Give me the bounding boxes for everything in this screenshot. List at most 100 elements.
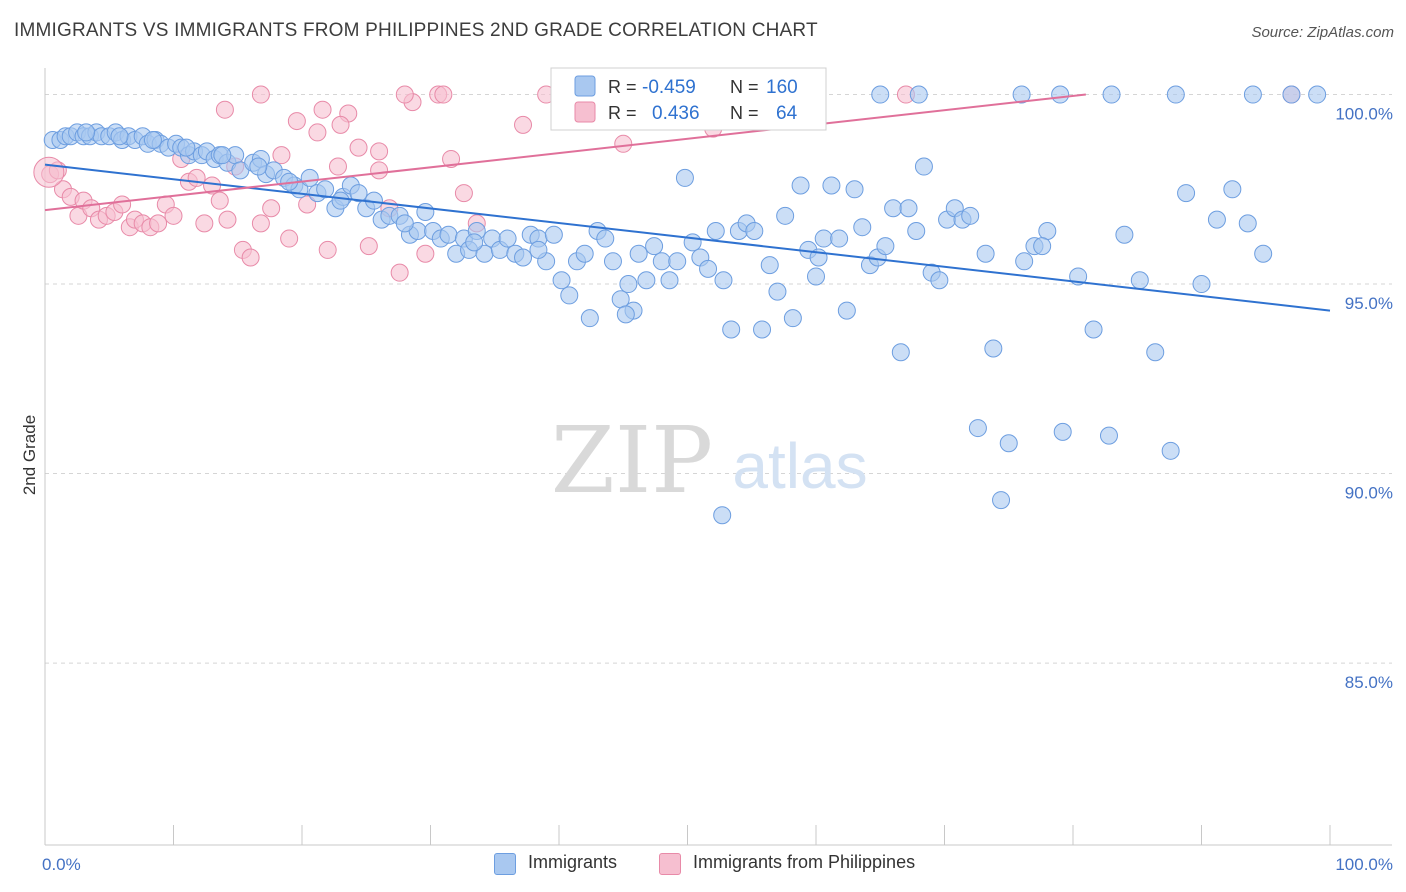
source-label: Source: ZipAtlas.com — [1251, 24, 1394, 41]
immigrants-point-159 — [77, 123, 96, 142]
immigrants-point-165 — [1166, 85, 1185, 104]
stats-r-value-2: 0.436 — [652, 103, 700, 124]
immigrants-point-39 — [316, 180, 335, 199]
immigrants-point-161 — [909, 85, 928, 104]
immigrants-point-97 — [760, 256, 779, 275]
trend-line-philippines — [44, 93, 1086, 212]
immigrants-point-148 — [616, 305, 635, 324]
philippines-point-51 — [251, 85, 270, 104]
philippines-point-46 — [442, 149, 461, 168]
philippines-point-15 — [149, 214, 168, 233]
philippines-point-20 — [187, 168, 206, 187]
watermark-zip: ZIP — [551, 407, 713, 514]
immigrants-point-108 — [845, 180, 864, 199]
philippines-point-30 — [272, 146, 291, 165]
axes — [44, 68, 1392, 846]
watermark-atlas: atlas — [732, 430, 867, 502]
immigrants-point-150 — [465, 233, 484, 252]
immigrants-point-132 — [1053, 422, 1072, 441]
x-tick-label-1: 100.0% — [1335, 855, 1393, 874]
immigrants-point-103 — [807, 267, 825, 286]
immigrants-point-64 — [514, 248, 533, 267]
immigrants-point-128 — [999, 434, 1018, 453]
immigrants-point-140 — [1177, 184, 1196, 203]
immigrants-point-139 — [1161, 441, 1180, 460]
watermark: ZIP atlas — [551, 407, 868, 514]
immigrants-point-131 — [1038, 221, 1057, 240]
immigrants-point-51 — [416, 203, 435, 222]
philippines-point-47 — [454, 184, 473, 203]
immigrants-point-155 — [213, 146, 232, 165]
philippines-point-large — [33, 156, 65, 188]
immigrants-point-137 — [1130, 271, 1149, 290]
philippines-point-28 — [251, 214, 270, 233]
philippines-point-58 — [614, 134, 633, 153]
immigrants-point-100 — [783, 309, 802, 328]
philippines-point-32 — [287, 112, 306, 131]
philippines-point-17 — [164, 206, 183, 225]
philippines-point-42 — [390, 263, 409, 282]
immigrants-point-168 — [1308, 85, 1327, 104]
immigrants-point-89 — [699, 259, 718, 278]
immigrants-point-164 — [1102, 85, 1121, 104]
immigrants-point-72 — [575, 244, 594, 263]
immigrants-point-62 — [498, 229, 517, 248]
immigrants-point-96 — [753, 320, 772, 339]
immigrants-point-143 — [1223, 180, 1242, 199]
philippines-point-50 — [215, 100, 234, 119]
immigrants-point-114 — [891, 343, 910, 362]
immigrants-point-116 — [907, 221, 926, 240]
immigrants-point-106 — [830, 229, 849, 248]
trend-lines — [44, 93, 1331, 312]
y-tick-label-3: 100.0% — [1335, 105, 1393, 124]
legend-label-philippines: Immigrants from Philippines — [693, 852, 916, 872]
immigrants-point-115 — [899, 199, 918, 218]
chart-title: IMMIGRANTS VS IMMIGRANTS FROM PHILIPPINE… — [14, 20, 818, 41]
stats-legend-frame — [550, 67, 827, 131]
immigrants-point-68 — [544, 225, 563, 244]
stats-n-value-2: 64 — [776, 103, 798, 124]
immigrants-point-123 — [961, 206, 980, 225]
stats-legend: R = -0.459 N = 160 R = 0.436 N = 64 — [550, 67, 827, 131]
immigrants-point-85 — [668, 252, 687, 271]
philippines-point-56 — [434, 85, 453, 104]
trend-line-immigrants — [44, 163, 1331, 312]
immigrants-point-86 — [675, 168, 694, 187]
immigrants-point-81 — [637, 271, 656, 290]
immigrants-point-75 — [596, 229, 615, 248]
philippines-point-49 — [514, 115, 533, 134]
philippines-point-34 — [308, 123, 327, 142]
immigrants-point-142 — [1207, 210, 1226, 229]
grid-lines — [45, 94, 1392, 664]
immigrants-point-99 — [776, 206, 795, 225]
immigrants-point-82 — [645, 237, 664, 256]
philippines-point-33 — [298, 195, 317, 214]
immigrants-point-144 — [1238, 214, 1257, 233]
series-immigrants-points — [43, 85, 1327, 525]
immigrants-point-107 — [837, 301, 856, 320]
immigrants-point-104 — [814, 229, 833, 248]
philippines-point-31 — [280, 229, 299, 248]
philippines-point-29 — [262, 199, 281, 218]
tick-labels: 85.0% 90.0% 95.0% 100.0% 0.0% 100.0% — [42, 105, 1393, 874]
immigrants-point-98 — [768, 282, 787, 301]
immigrants-point-166 — [1243, 85, 1262, 104]
philippines-point-23 — [210, 191, 229, 210]
immigrants-point-167 — [1282, 85, 1301, 104]
immigrants-point-125 — [976, 244, 995, 263]
philippines-point-21 — [195, 214, 214, 233]
immigrants-point-141 — [1192, 275, 1211, 294]
immigrants-point-126 — [984, 339, 1003, 358]
stats-legend-swatch-blue — [574, 75, 596, 97]
philippines-point-10 — [113, 195, 132, 214]
legend-swatch-immigrants — [494, 853, 516, 875]
philippines-point-38 — [349, 138, 368, 157]
immigrants-point-70 — [560, 286, 579, 305]
immigrants-point-134 — [1084, 320, 1103, 339]
stats-n-value-1: 160 — [766, 77, 798, 98]
immigrants-point-163 — [1051, 85, 1070, 104]
stats-n-label-2: N = — [730, 103, 759, 123]
immigrants-point-129 — [1015, 252, 1034, 271]
stats-legend-swatch-pink — [574, 101, 596, 123]
